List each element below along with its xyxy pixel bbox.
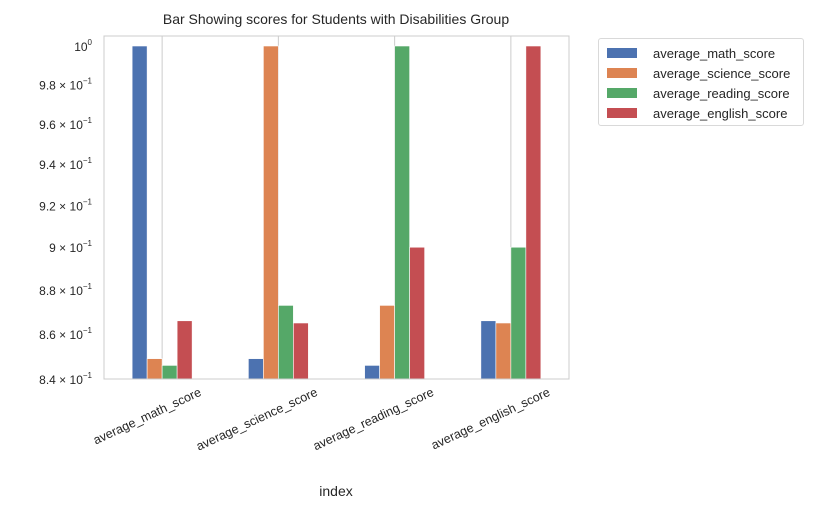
x-tick-label: average_english_score <box>429 385 552 452</box>
legend-item: average_english_score <box>607 103 795 123</box>
legend-label: average_english_score <box>653 105 788 121</box>
y-tick-label: 9.8 × 10−1 <box>39 77 92 93</box>
bar-average_science_score-average_reading_score <box>379 305 395 380</box>
bar-average_english_score-average_science_score <box>293 322 309 380</box>
bar-average_science_score-average_english_score <box>495 322 512 380</box>
legend-swatch <box>607 108 637 118</box>
bar-average_math_score-average_reading_score <box>364 365 380 380</box>
legend-swatch <box>607 48 637 58</box>
bar-average_reading_score-average_english_score <box>510 246 527 380</box>
bar-average_english_score-average_english_score <box>525 45 542 380</box>
bar-average_reading_score-average_reading_score <box>394 45 410 380</box>
bar-average_math_score-average_english_score <box>480 320 497 380</box>
bar-average_science_score-average_math_score <box>146 358 163 380</box>
bar-average_english_score-average_reading_score <box>409 246 425 380</box>
grid-lines <box>161 36 512 379</box>
bar-average_reading_score-average_math_score <box>161 365 178 380</box>
y-tick-label: 9 × 10−1 <box>49 239 92 255</box>
bar-average_math_score-average_science_score <box>248 358 264 380</box>
legend-label: average_reading_score <box>653 85 790 101</box>
legend-item: average_reading_score <box>607 83 795 103</box>
chart-title: Bar Showing scores for Students with Dis… <box>163 11 509 27</box>
bars <box>131 45 542 380</box>
legend-label: average_science_score <box>653 65 791 81</box>
legend-swatch <box>607 88 637 98</box>
bar-average_reading_score-average_science_score <box>278 305 294 380</box>
y-axis-ticks: 8.4 × 10−1 8.6 × 10−1 8.8 × 10−1 9 × 10−1 9.… <box>39 38 92 387</box>
bar-average_science_score-average_science_score <box>263 45 279 380</box>
y-tick-label: 8.4 × 10−1 <box>39 371 92 387</box>
y-tick-label: 8.8 × 10−1 <box>39 282 92 298</box>
x-axis-label: index <box>319 483 352 499</box>
plot-area-frame <box>103 35 570 380</box>
legend-label: average_math_score <box>653 45 776 61</box>
y-tick-label: 9.6 × 10−1 <box>39 116 92 132</box>
legend-item: average_math_score <box>607 43 795 63</box>
legend-swatch <box>607 68 637 78</box>
y-tick-label: 9.4 × 10−1 <box>39 156 92 172</box>
bar-average_math_score-average_math_score <box>131 45 148 380</box>
x-tick-label: average_reading_score <box>311 385 436 453</box>
y-tick-label: 9.2 × 10−1 <box>39 197 92 213</box>
x-tick-label: average_math_score <box>91 385 203 447</box>
y-tick-label: 8.6 × 10−1 <box>39 326 92 342</box>
bar-average_english_score-average_math_score <box>176 320 193 380</box>
y-tick-label: 100 <box>74 38 92 54</box>
legend-item: average_science_score <box>607 63 795 83</box>
x-tick-label: average_science_score <box>194 385 320 454</box>
x-axis-ticks: average_math_scoreaverage_science_scorea… <box>91 385 552 454</box>
